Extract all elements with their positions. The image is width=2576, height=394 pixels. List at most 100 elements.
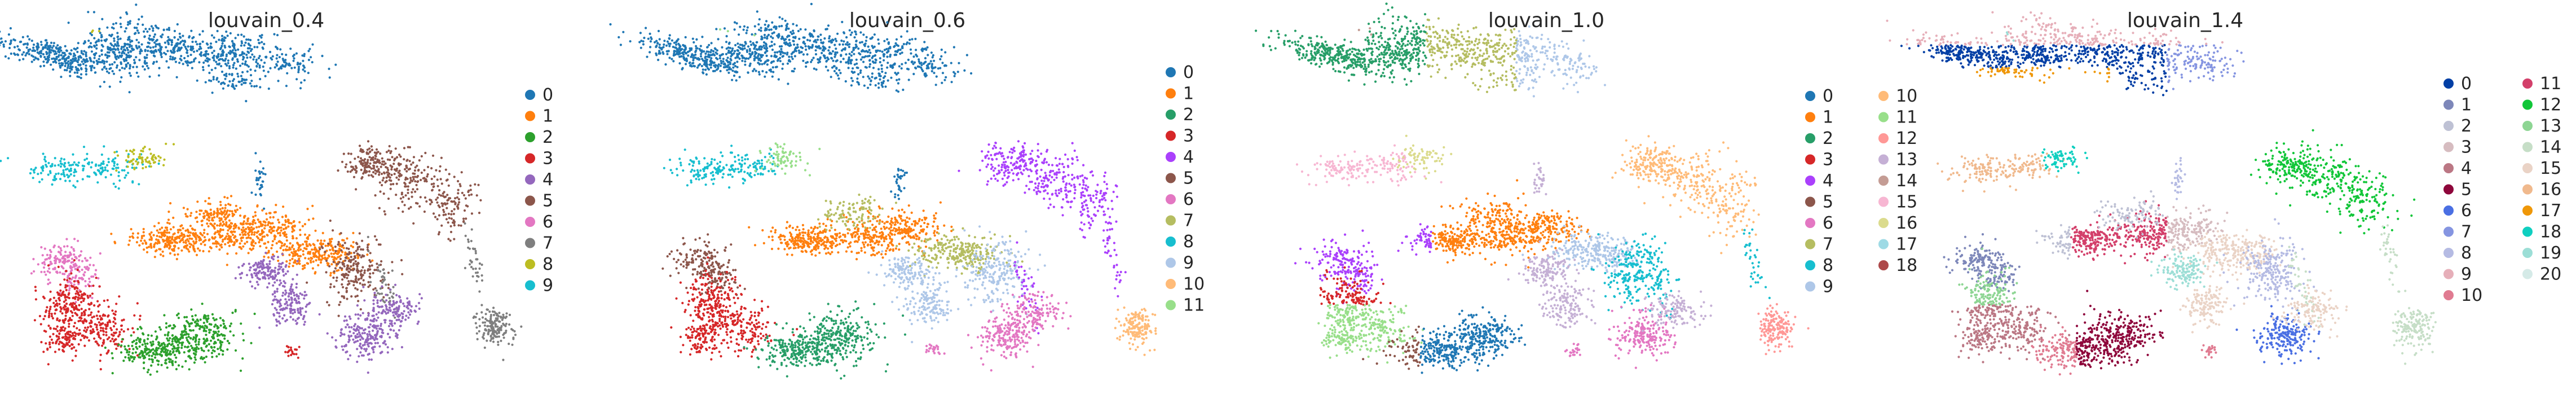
cell-point — [175, 336, 178, 339]
cell-point — [84, 280, 87, 283]
cell-point — [399, 163, 402, 165]
cell-point — [120, 55, 123, 58]
cell-point — [68, 344, 71, 348]
cell-point — [435, 198, 438, 201]
cell-point — [70, 335, 73, 338]
cell-point — [173, 353, 177, 357]
cell-point — [4, 55, 7, 58]
cell-point — [244, 78, 246, 81]
cell-point — [246, 70, 249, 73]
cell-point — [387, 325, 391, 327]
cell-point — [73, 253, 76, 256]
cell-point — [112, 340, 115, 343]
cell-point — [161, 33, 164, 36]
cell-point — [73, 52, 76, 55]
cell-point — [175, 340, 178, 344]
cell-point — [272, 216, 275, 218]
cell-point — [324, 256, 327, 259]
cell-point — [407, 191, 409, 194]
cell-point — [70, 266, 73, 269]
cell-point — [165, 52, 167, 56]
cell-point — [475, 312, 478, 315]
cell-point — [43, 270, 46, 273]
cell-point — [276, 34, 279, 37]
cell-point — [276, 320, 279, 323]
cell-point — [502, 316, 505, 318]
cell-point — [278, 56, 281, 59]
cell-point — [505, 329, 508, 332]
cell-point — [81, 297, 84, 300]
cell-point — [67, 161, 70, 164]
cell-point — [90, 301, 92, 304]
cell-point — [400, 193, 403, 196]
cell-point — [215, 245, 218, 248]
cell-point — [173, 36, 176, 39]
cell-point — [208, 72, 211, 75]
cell-point — [312, 252, 315, 255]
cell-point — [164, 362, 167, 365]
cell-point — [135, 345, 138, 349]
cell-point — [118, 333, 121, 336]
cell-point — [378, 181, 381, 184]
cell-point — [209, 339, 213, 342]
cell-point — [311, 204, 314, 207]
cell-point — [95, 47, 98, 50]
cell-point — [239, 242, 241, 245]
cell-point — [63, 58, 66, 60]
cell-point — [253, 272, 256, 275]
cell-point — [89, 32, 92, 35]
cell-point — [135, 27, 138, 29]
cell-point — [357, 156, 360, 159]
cell-point — [268, 262, 271, 265]
cell-point — [98, 164, 100, 167]
cell-point — [279, 247, 282, 249]
cell-point — [344, 165, 347, 169]
cell-point — [226, 264, 228, 266]
cell-point — [360, 327, 364, 330]
cell-point — [502, 323, 506, 326]
cell-point — [135, 71, 138, 75]
cell-point — [242, 339, 245, 342]
cell-point — [54, 164, 56, 167]
cell-point — [116, 64, 118, 67]
cell-point — [64, 286, 67, 289]
cell-point — [312, 260, 315, 263]
cell-point — [305, 294, 308, 296]
cell-point — [143, 340, 145, 343]
cell-point — [163, 314, 166, 317]
cell-point — [266, 234, 268, 237]
cell-point — [144, 49, 147, 51]
cell-point — [186, 339, 189, 342]
cell-point — [90, 33, 93, 37]
cell-point — [387, 169, 390, 172]
cell-point — [208, 197, 210, 200]
cell-point — [215, 318, 218, 321]
cell-point — [295, 273, 298, 276]
cell-point — [152, 340, 155, 343]
cell-point — [131, 356, 134, 358]
cell-point — [308, 301, 311, 304]
cell-point — [213, 346, 216, 349]
cell-point — [392, 183, 395, 186]
cell-point — [147, 369, 150, 371]
cell-point — [302, 253, 305, 256]
cell-point — [154, 330, 157, 333]
cell-point — [126, 172, 130, 174]
cell-point — [71, 311, 74, 314]
cell-point — [199, 33, 201, 36]
cell-point — [94, 340, 97, 343]
cell-point — [227, 229, 230, 232]
cell-point — [377, 269, 380, 272]
cell-point — [157, 347, 160, 350]
cell-point — [311, 61, 314, 64]
cell-point — [230, 231, 233, 234]
cell-point — [102, 314, 104, 317]
cell-point — [172, 216, 175, 219]
cell-point — [127, 21, 130, 24]
cell-point — [179, 58, 182, 60]
cell-point — [240, 44, 242, 47]
cell-point — [58, 62, 61, 65]
cell-point — [136, 232, 139, 235]
cell-point — [224, 58, 227, 60]
cell-point — [273, 277, 276, 280]
